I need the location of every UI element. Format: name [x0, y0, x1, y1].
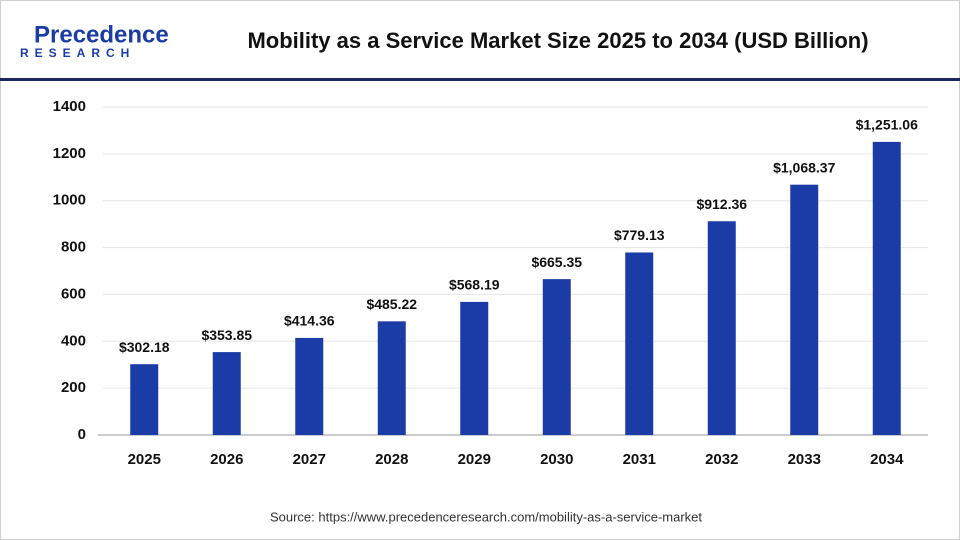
value-label: $1,068.37 — [773, 159, 835, 175]
x-tick-label: 2025 — [128, 451, 161, 468]
y-tick-label: 1400 — [53, 98, 86, 115]
x-tick-label: 2030 — [540, 451, 573, 468]
value-label: $302.18 — [119, 339, 170, 355]
bar — [872, 141, 901, 435]
bar — [377, 321, 406, 435]
y-tick-label: 800 — [61, 239, 86, 256]
y-tick-label: 400 — [61, 332, 86, 349]
value-label: $912.36 — [696, 196, 747, 212]
y-tick-label: 1200 — [53, 145, 86, 162]
value-label: $665.35 — [531, 254, 582, 270]
chart-title: Mobility as a Service Market Size 2025 t… — [247, 28, 868, 53]
x-tick-label: 2034 — [870, 451, 904, 468]
x-tick-label: 2032 — [705, 451, 738, 468]
bar — [295, 337, 324, 435]
header-rule — [0, 78, 960, 81]
value-label: $485.22 — [366, 296, 417, 312]
x-tick-label: 2033 — [788, 451, 821, 468]
bar — [707, 221, 736, 435]
bar — [130, 364, 159, 435]
x-tick-label: 2028 — [375, 451, 408, 468]
logo-name: Precedence — [34, 21, 169, 48]
value-label: $414.36 — [284, 313, 335, 329]
x-tick-label: 2027 — [293, 451, 326, 468]
bar — [212, 352, 241, 435]
y-tick-label: 200 — [61, 379, 86, 396]
y-tick-label: 1000 — [53, 192, 86, 209]
value-label: $568.19 — [449, 277, 500, 293]
bar — [625, 252, 654, 435]
value-label: $1,251.06 — [856, 117, 918, 133]
source: Source: https://www.precedenceresearch.c… — [270, 509, 702, 524]
value-label: $779.13 — [614, 227, 665, 243]
bar — [542, 279, 571, 435]
y-tick-label: 600 — [61, 285, 86, 302]
logo-tagline: RESEARCH — [20, 46, 135, 60]
bar — [790, 184, 819, 435]
x-tick-label: 2031 — [623, 451, 656, 468]
x-tick-label: 2029 — [458, 451, 491, 468]
y-tick-label: 0 — [78, 426, 86, 443]
bar — [460, 301, 489, 435]
value-label: $353.85 — [201, 327, 252, 343]
x-tick-label: 2026 — [210, 451, 243, 468]
